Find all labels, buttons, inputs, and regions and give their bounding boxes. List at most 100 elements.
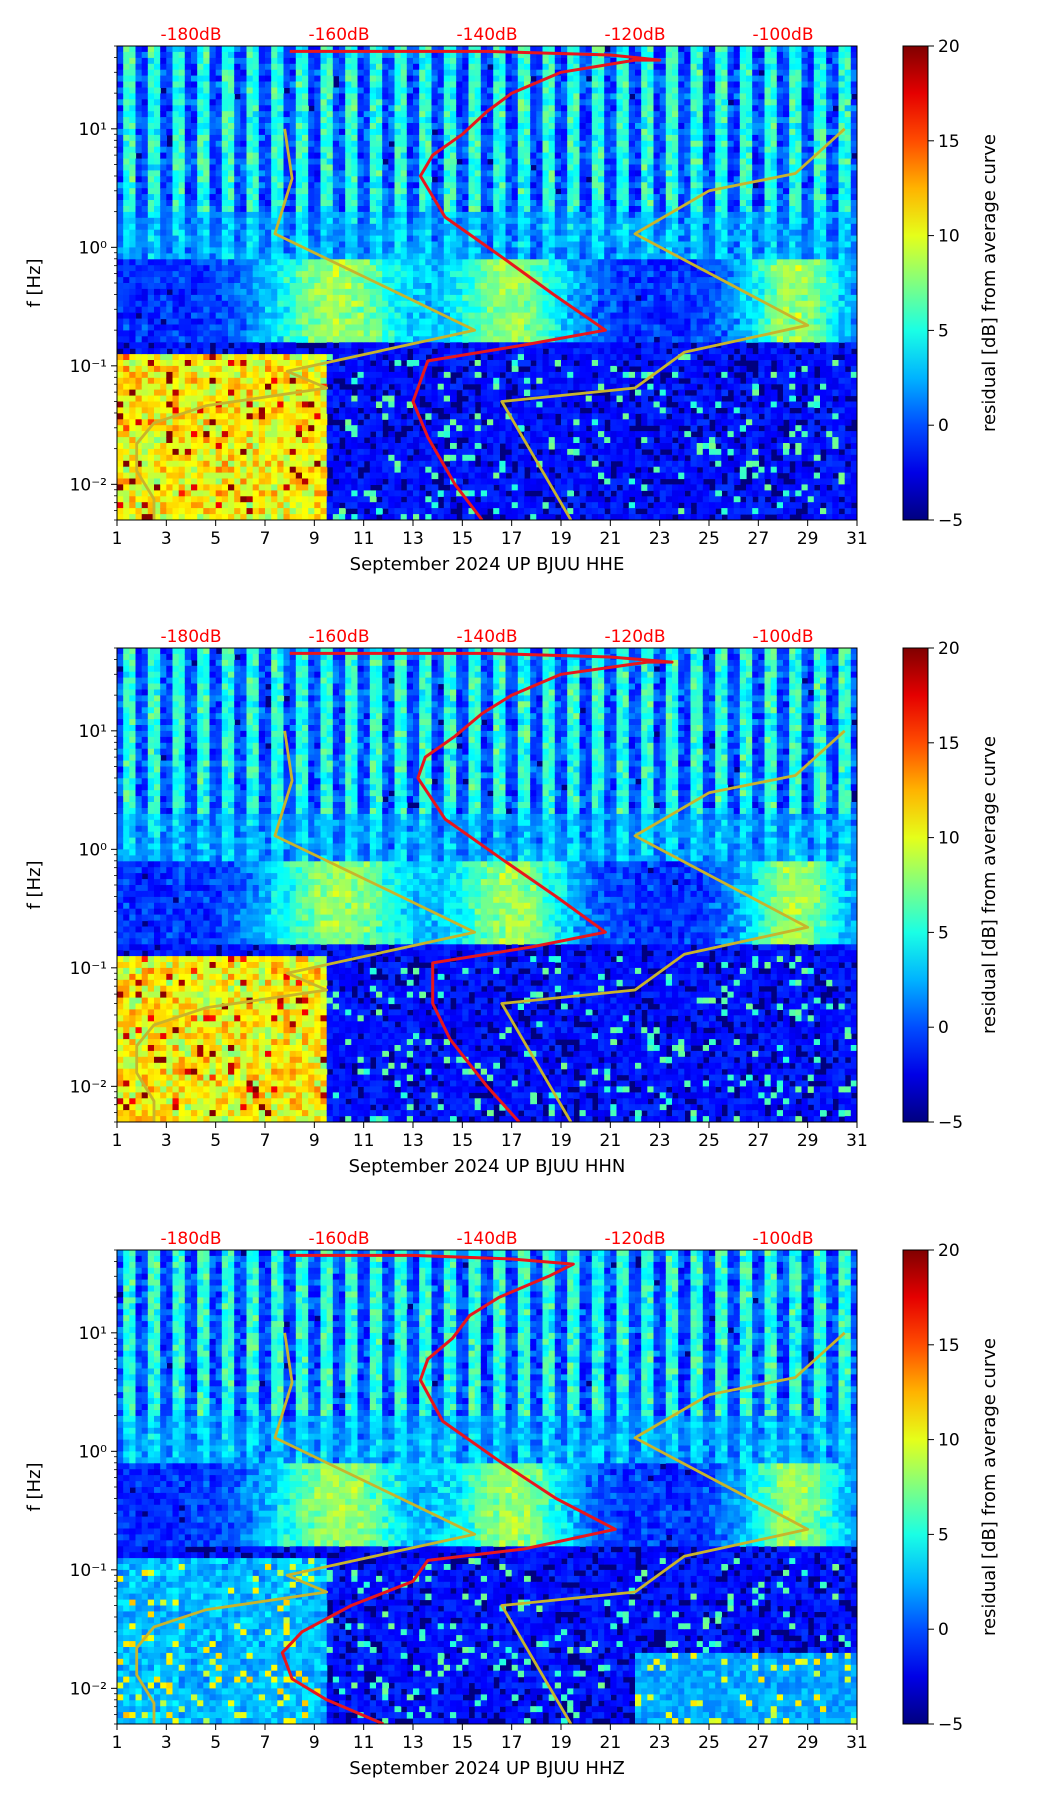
- top-db-label: -160dB: [308, 25, 369, 45]
- x-tick-label: 1: [112, 529, 123, 549]
- x-tick-label: 11: [353, 1733, 375, 1753]
- top-db-label: -140dB: [456, 1229, 517, 1249]
- colorbar-tick-label: 20: [938, 1241, 960, 1261]
- x-tick-label: 31: [846, 1131, 868, 1151]
- x-tick-label: 27: [748, 529, 770, 549]
- x-tick-label: 15: [452, 1131, 474, 1151]
- colorbar-hhz: [902, 1249, 929, 1725]
- x-tick-label: 21: [600, 529, 622, 549]
- x-tick-label: 17: [501, 529, 523, 549]
- colorbar-tick-label: −5: [938, 1113, 963, 1133]
- x-tick-label: 29: [797, 529, 819, 549]
- y-tick-label: 10⁻¹: [70, 1561, 107, 1581]
- noise-model-line-1-hhe: [135, 128, 477, 520]
- average-curve-line-hhn: [289, 651, 674, 1122]
- colorbar-tick-label: 0: [938, 416, 949, 436]
- x-axis-label: September 2024 UP BJUU HHE: [350, 554, 625, 575]
- top-db-label: -180dB: [160, 25, 221, 45]
- top-db-label: -100dB: [752, 627, 813, 647]
- x-tick-label: 15: [452, 1733, 474, 1753]
- colorbar-tick-label: 10: [938, 829, 960, 849]
- y-tick-label: 10¹: [79, 1324, 107, 1344]
- noise-model-line-1-hhz: [135, 1332, 477, 1724]
- x-tick-label: 25: [698, 1733, 720, 1753]
- x-tick-label: 27: [748, 1131, 770, 1151]
- x-tick-label: 21: [600, 1131, 622, 1151]
- top-db-label: -140dB: [456, 25, 517, 45]
- x-tick-label: 5: [210, 1733, 221, 1753]
- x-tick-label: 19: [550, 1733, 572, 1753]
- colorbar-hhn: [902, 647, 929, 1123]
- colorbar-tick-label: 10: [938, 227, 960, 247]
- y-tick-label: 10⁰: [79, 1442, 108, 1462]
- colorbar-tick-label: 20: [938, 37, 960, 57]
- x-tick-label: 9: [309, 529, 320, 549]
- top-db-label: -140dB: [456, 627, 517, 647]
- noise-model-line-2-hhn: [500, 729, 846, 1122]
- y-tick-label: 10⁻²: [70, 1679, 107, 1699]
- y-axis-label: f [Hz]: [24, 258, 45, 307]
- colorbar-tick-label: −5: [938, 511, 963, 531]
- x-tick-label: 23: [649, 529, 671, 549]
- colorbar-hhe: [902, 45, 929, 521]
- x-tick-label: 3: [161, 1131, 172, 1151]
- y-tick-label: 10⁻²: [70, 475, 107, 495]
- average-curve-line-hhz: [280, 1253, 617, 1724]
- y-tick-label: 10⁻¹: [70, 959, 107, 979]
- spectrogram-panel-hhn: 1 3 5 7 9 11 13 15 17 19 21 23 25 27 29 31 September 202…: [0, 602, 1052, 1204]
- x-tick-label: 17: [501, 1131, 523, 1151]
- x-tick-label: 19: [550, 1131, 572, 1151]
- y-tick-label: 10⁰: [79, 840, 108, 860]
- x-tick-label: 29: [797, 1131, 819, 1151]
- x-tick-label: 23: [649, 1131, 671, 1151]
- top-db-label: -120dB: [604, 1229, 665, 1249]
- x-tick-label: 15: [452, 529, 474, 549]
- x-tick-label: 31: [846, 1733, 868, 1753]
- x-tick-label: 3: [161, 529, 172, 549]
- top-db-label: -160dB: [308, 1229, 369, 1249]
- x-tick-label: 9: [309, 1733, 320, 1753]
- colorbar-tick-label: 20: [938, 639, 960, 659]
- x-tick-label: 17: [501, 1733, 523, 1753]
- noise-model-line-1-hhn: [135, 730, 477, 1122]
- x-tick-label: 25: [698, 1131, 720, 1151]
- spectrogram-panel-hhe: 1 3 5 7 9 11 13 15 17 19 21 23 25 27 29 31 September 202…: [0, 0, 1052, 602]
- spectrogram-heatmap-hhz: [117, 1250, 857, 1724]
- spectrogram-heatmap-hhe: [117, 46, 857, 520]
- colorbar-tick-label: 5: [938, 1525, 949, 1545]
- colorbar-label: residual [dB] from average curve: [979, 736, 1000, 1034]
- x-tick-label: 11: [353, 529, 375, 549]
- x-tick-label: 29: [797, 1733, 819, 1753]
- x-tick-label: 1: [112, 1131, 123, 1151]
- noise-model-line-2-hhz: [500, 1331, 846, 1724]
- colorbar-tick-label: 5: [938, 321, 949, 341]
- x-tick-label: 25: [698, 529, 720, 549]
- average-curve-line-hhe: [289, 49, 662, 520]
- colorbar-tick-label: 15: [938, 132, 960, 152]
- y-tick-label: 10⁻²: [70, 1077, 107, 1097]
- y-tick-label: 10¹: [79, 722, 107, 742]
- x-tick-label: 13: [402, 1733, 424, 1753]
- colorbar-tick-label: 15: [938, 1336, 960, 1356]
- y-tick-label: 10⁻¹: [70, 357, 107, 377]
- x-tick-label: 11: [353, 1131, 375, 1151]
- noise-model-line-2-hhe: [500, 127, 846, 520]
- x-tick-label: 9: [309, 1131, 320, 1151]
- x-tick-label: 7: [260, 1733, 271, 1753]
- colorbar-label: residual [dB] from average curve: [979, 1338, 1000, 1636]
- x-tick-label: 3: [161, 1733, 172, 1753]
- top-db-label: -120dB: [604, 25, 665, 45]
- x-tick-label: 27: [748, 1733, 770, 1753]
- x-tick-label: 1: [112, 1733, 123, 1753]
- x-tick-label: 5: [210, 1131, 221, 1151]
- colorbar-tick-label: 5: [938, 923, 949, 943]
- x-tick-label: 5: [210, 529, 221, 549]
- x-tick-label: 21: [600, 1733, 622, 1753]
- x-tick-label: 7: [260, 529, 271, 549]
- top-db-label: -180dB: [160, 627, 221, 647]
- x-tick-label: 13: [402, 529, 424, 549]
- x-axis-label: September 2024 UP BJUU HHN: [349, 1156, 626, 1177]
- y-tick-label: 10⁰: [79, 238, 108, 258]
